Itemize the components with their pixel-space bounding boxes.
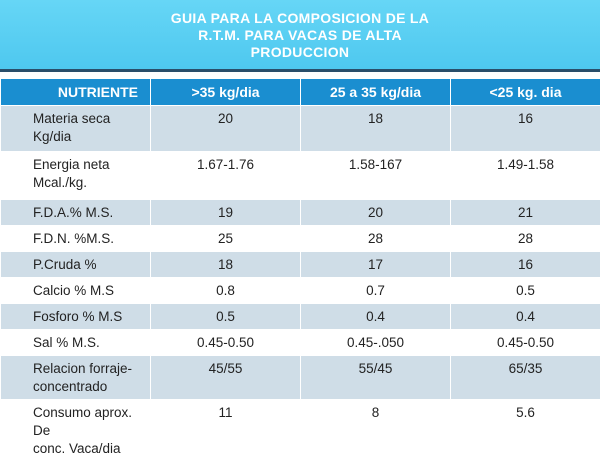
value-cell-col-3: 0.4	[451, 304, 600, 330]
value-cell-col-1: 25	[151, 226, 301, 252]
value-cell-col-1: 18	[151, 252, 301, 278]
value-cell-col-3: 16	[451, 106, 600, 152]
table-header-row: NUTRIENTE >35 kg/dia 25 a 35 kg/dia <25 …	[1, 79, 600, 106]
nutrient-label-line: F.D.N. %M.S.	[33, 230, 144, 248]
value-cell-col-2: 1.58-167	[301, 152, 451, 200]
nutrient-label-line: F.D.A.% M.S.	[33, 204, 144, 222]
nutrient-table: NUTRIENTE >35 kg/dia 25 a 35 kg/dia <25 …	[0, 78, 600, 461]
nutrient-label-line: Consumo aprox. De	[33, 404, 144, 440]
nutrient-label-line: concentrado	[33, 378, 144, 396]
title-banner: GUIA PARA LA COMPOSICION DE LA R.T.M. PA…	[0, 0, 600, 72]
value-cell-col-1: 20	[151, 106, 301, 152]
value-cell-col-3: 28	[451, 226, 600, 252]
value-cell-col-2: 28	[301, 226, 451, 252]
value-cell-col-1: 0.5	[151, 304, 301, 330]
value-cell-col-2: 17	[301, 252, 451, 278]
title-line-2: R.T.M. PARA VACAS DE ALTA	[198, 27, 402, 44]
value-cell-col-1: 0.45-0.50	[151, 330, 301, 356]
value-cell-col-2: 0.45-.050	[301, 330, 451, 356]
nutrient-label-line: Relacion forraje-	[33, 360, 144, 378]
value-cell-col-2: 55/45	[301, 356, 451, 400]
nutrient-label-line: Materia seca	[33, 110, 144, 128]
value-cell-col-1: 19	[151, 200, 301, 226]
nutrient-label-line: conc. Vaca/dia	[33, 440, 144, 458]
value-cell-col-2: 18	[301, 106, 451, 152]
nutrient-cell: Sal % M.S.	[1, 330, 151, 356]
nutrient-label-line: Mcal./kg.	[33, 174, 144, 192]
value-cell-col-1: 11	[151, 400, 301, 461]
value-cell-col-2: 20	[301, 200, 451, 226]
nutrient-label-line: Kg/dia	[33, 128, 144, 146]
value-cell-col-1: 1.67-1.76	[151, 152, 301, 200]
nutrient-cell: F.D.A.% M.S.	[1, 200, 151, 226]
value-cell-col-3: 5.6	[451, 400, 600, 461]
header-25-to-35: 25 a 35 kg/dia	[301, 79, 451, 106]
title-line-1: GUIA PARA LA COMPOSICION DE LA	[171, 10, 429, 27]
header-over-35: >35 kg/dia	[151, 79, 301, 106]
nutrient-label-line: Sal % M.S.	[33, 334, 144, 352]
header-under-25: <25 kg. dia	[451, 79, 600, 106]
value-cell-col-3: 1.49-1.58	[451, 152, 600, 200]
nutrient-cell: P.Cruda %	[1, 252, 151, 278]
nutrient-label-line: P.Cruda %	[33, 256, 144, 274]
nutrient-label-line: Calcio % M.S	[33, 282, 144, 300]
nutrient-cell: Fosforo % M.S	[1, 304, 151, 330]
header-nutrient: NUTRIENTE	[1, 79, 151, 106]
title-line-3: PRODUCCION	[251, 44, 350, 61]
nutrient-cell: Relacion forraje-concentrado	[1, 356, 151, 400]
nutrient-cell: F.D.N. %M.S.	[1, 226, 151, 252]
value-cell-col-2: 0.4	[301, 304, 451, 330]
value-cell-col-3: 0.45-0.50	[451, 330, 600, 356]
nutrient-label-line: Fosforo % M.S	[33, 308, 144, 326]
nutrient-cell: Calcio % M.S	[1, 278, 151, 304]
value-cell-col-2: 8	[301, 400, 451, 461]
nutrient-label-line: Energia neta	[33, 156, 144, 174]
value-cell-col-2: 0.7	[301, 278, 451, 304]
value-cell-col-3: 65/35	[451, 356, 600, 400]
value-cell-col-1: 45/55	[151, 356, 301, 400]
value-cell-col-3: 0.5	[451, 278, 600, 304]
value-cell-col-3: 21	[451, 200, 600, 226]
value-cell-col-1: 0.8	[151, 278, 301, 304]
value-cell-col-3: 16	[451, 252, 600, 278]
